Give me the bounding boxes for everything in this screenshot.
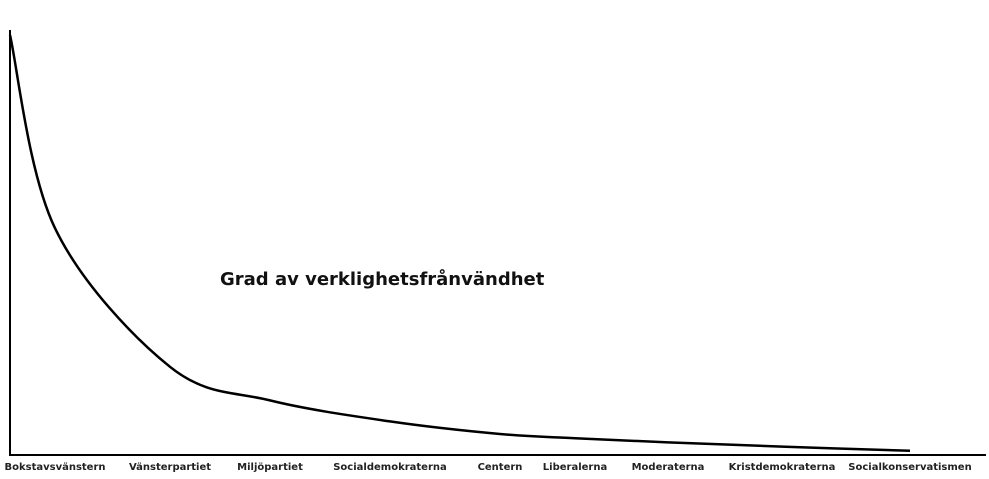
curve	[8, 34, 911, 453]
x-tick-label: Vänsterpartiet	[129, 462, 211, 473]
x-tick-label: Kristdemokraterna	[729, 462, 836, 473]
x-tick-label: Socialkonservatismen	[848, 462, 971, 473]
x-tick-label: Moderaterna	[632, 462, 705, 473]
annotation: Grad av verklighetsfrånvändhet	[220, 268, 545, 290]
x-tick-label: Socialdemokraterna	[333, 462, 447, 473]
x-tick-label: Bokstavsvänstern	[4, 462, 105, 473]
x-tick-label: Miljöpartiet	[237, 462, 303, 473]
x-tick-label: Liberalerna	[543, 462, 607, 473]
x-tick-label: Centern	[478, 462, 523, 473]
